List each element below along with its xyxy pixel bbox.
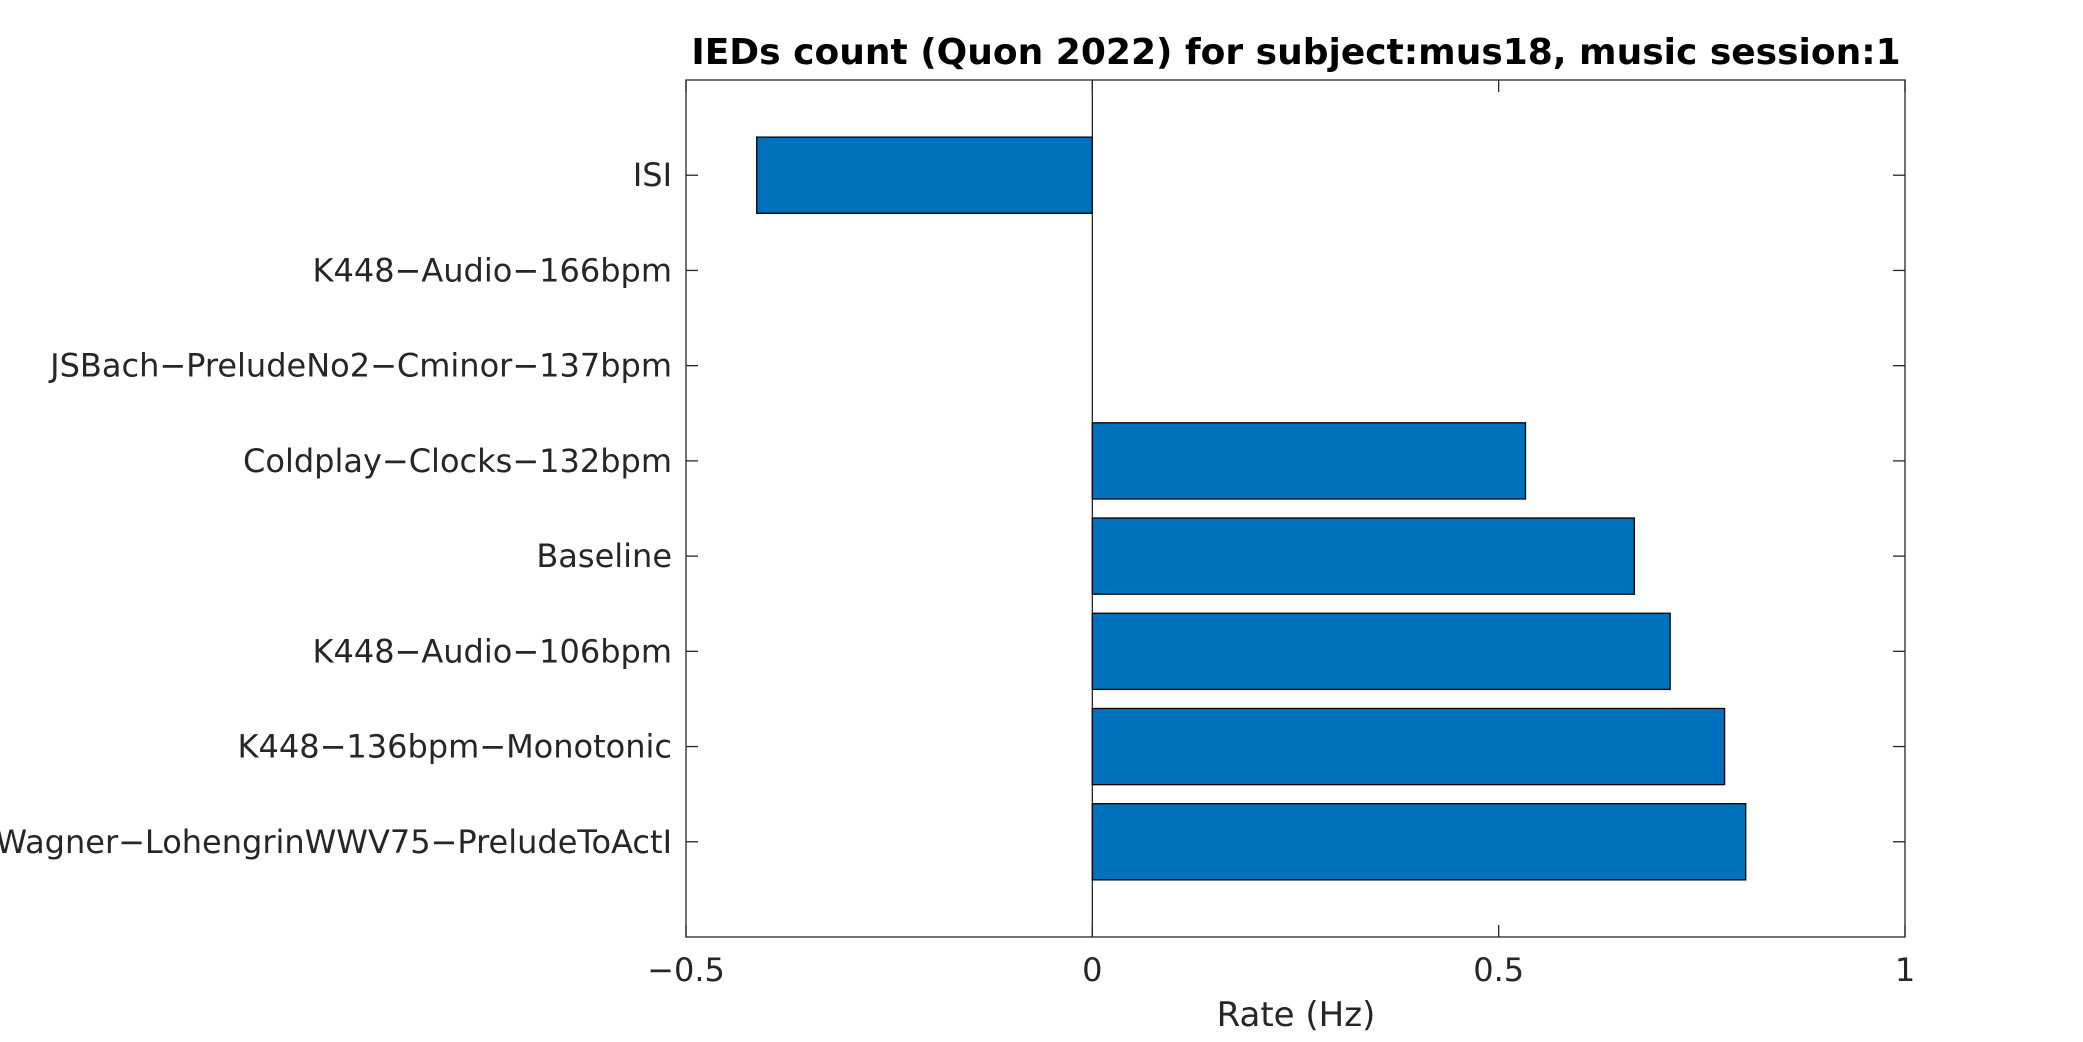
x-axis-ticks: −0.5 0 0.5 1 (647, 80, 1915, 989)
x-tick-label-2: 0.5 (1473, 951, 1524, 989)
y-tick-label-6: K448−136bpm−Monotonic (238, 728, 673, 766)
bar-3 (1091, 422, 1527, 500)
plot-area (685, 79, 1906, 938)
bars-group (756, 136, 1747, 881)
x-tick-label-3: 1 (1895, 951, 1915, 989)
bar-5 (1091, 612, 1671, 691)
y-axis-ticks: ISI K448−Audio−166bpm JSBach−PreludeNo2−Cm… (0, 156, 1905, 861)
x-axis-label: Rate (Hz) (1217, 995, 1376, 1035)
bar-0 (756, 136, 1093, 214)
y-tick-label-7: Wagner−LohengrinWWV75−PreludeToActI (0, 823, 672, 861)
y-tick-label-0: ISI (633, 156, 672, 194)
y-tick-label-1: K448−Audio−166bpm (312, 251, 672, 289)
bar-6 (1091, 707, 1726, 786)
y-tick-label-4: Baseline (536, 537, 672, 575)
bar-7 (1091, 803, 1747, 881)
x-tick-label-0: −0.5 (647, 951, 725, 989)
chart-title: IEDs count (Quon 2022) for subject:mus18… (691, 32, 1900, 73)
bar-4 (1091, 517, 1636, 595)
x-tick-label-1: 0 (1082, 951, 1102, 989)
y-tick-label-3: Coldplay−Clocks−132bpm (243, 442, 672, 480)
y-tick-label-5: K448−Audio−106bpm (312, 632, 672, 670)
y-tick-label-2: JSBach−PreludeNo2−Cminor−137bpm (48, 347, 672, 385)
